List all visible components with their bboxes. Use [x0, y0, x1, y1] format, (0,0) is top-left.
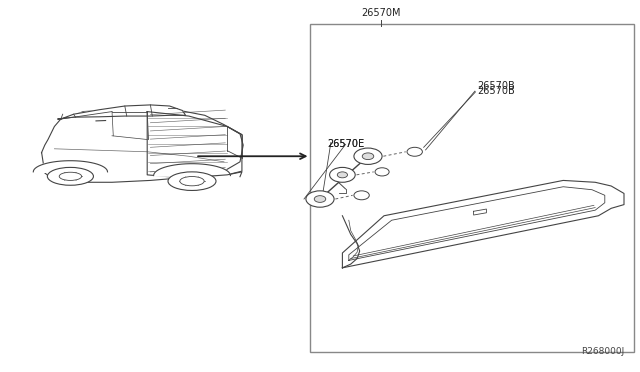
Bar: [310, 24, 634, 352]
Circle shape: [407, 147, 422, 156]
Ellipse shape: [60, 172, 82, 180]
Text: 26570B: 26570B: [477, 86, 515, 96]
Ellipse shape: [180, 176, 204, 186]
Polygon shape: [42, 108, 243, 182]
Text: 26570M: 26570M: [361, 8, 401, 18]
Ellipse shape: [47, 167, 93, 185]
Circle shape: [354, 148, 382, 164]
Polygon shape: [147, 112, 242, 179]
Polygon shape: [342, 180, 624, 268]
Circle shape: [337, 172, 348, 178]
Text: R268000J: R268000J: [580, 347, 624, 356]
Circle shape: [306, 191, 334, 207]
Circle shape: [375, 168, 389, 176]
Text: 26570E: 26570E: [328, 140, 365, 149]
Circle shape: [330, 167, 355, 182]
Circle shape: [354, 191, 369, 200]
Polygon shape: [154, 164, 230, 176]
Polygon shape: [33, 161, 108, 172]
Circle shape: [314, 196, 326, 202]
Text: 26570B: 26570B: [477, 81, 515, 91]
Circle shape: [362, 153, 374, 160]
Text: 26570E: 26570E: [328, 140, 365, 149]
Ellipse shape: [168, 172, 216, 190]
Polygon shape: [58, 105, 186, 119]
